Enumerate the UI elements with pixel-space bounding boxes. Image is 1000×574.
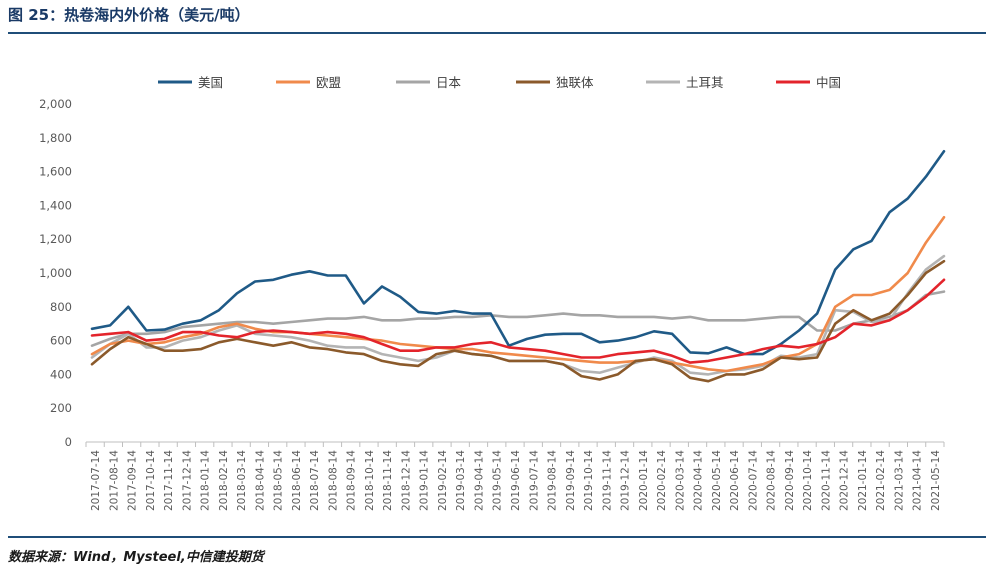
x-tick-label: 2018-10-14 — [364, 450, 376, 511]
x-tick-label: 2020-04-14 — [693, 450, 705, 511]
x-tick-label: 2021-05-14 — [930, 450, 942, 511]
x-tick-label: 2018-04-14 — [254, 450, 266, 511]
x-tick-label: 2019-08-14 — [547, 450, 559, 511]
x-tick-label: 2017-08-14 — [108, 450, 120, 511]
x-tick-label: 2020-07-14 — [747, 450, 759, 511]
legend: 美国 欧盟 日本 独联体 土耳其 中国 — [158, 75, 841, 90]
y-tick-label: 1,400 — [39, 198, 72, 212]
x-tick-label: 2020-03-14 — [674, 450, 686, 511]
x-tick-label: 2019-12-14 — [620, 450, 632, 511]
x-tick-label: 2017-10-14 — [145, 450, 157, 511]
x-tick-label: 2018-11-14 — [382, 450, 394, 511]
series-line-1 — [90, 215, 946, 373]
x-tick-label: 2017-12-14 — [181, 450, 193, 511]
x-tick-label: 2019-06-14 — [510, 450, 522, 511]
x-tick-label: 2018-05-14 — [273, 450, 285, 511]
page-title: 图 25：热卷海内外价格（美元/吨） — [8, 6, 250, 24]
x-tick-label: 2018-12-14 — [400, 450, 412, 511]
series-line-2 — [90, 290, 946, 348]
legend-label: 日本 — [436, 75, 462, 90]
x-tick-label: 2020-10-14 — [802, 450, 814, 511]
x-tick-label: 2018-07-14 — [309, 450, 321, 511]
legend-label: 独联体 — [556, 75, 594, 90]
x-tick-label: 2017-09-14 — [127, 450, 139, 511]
x-tick-label: 2020-08-14 — [766, 450, 778, 511]
x-tick-label: 2017-11-14 — [163, 450, 175, 511]
x-tick-label: 2018-01-14 — [200, 450, 212, 511]
y-tick-label: 1,800 — [39, 131, 72, 145]
x-tick-label: 2021-04-14 — [912, 450, 924, 511]
legend-label: 中国 — [816, 75, 841, 90]
x-axis: 2017-07-14 2017-08-14 2017-09-14 2017-10-14… — [85, 441, 945, 511]
x-tick-label: 2020-02-14 — [656, 450, 668, 511]
x-tick-label: 2019-07-14 — [528, 450, 540, 511]
y-tick-label: 400 — [50, 367, 72, 381]
series-line-3 — [90, 259, 946, 383]
x-tick-label: 2019-04-14 — [473, 450, 485, 511]
x-tick-label: 2019-02-14 — [437, 450, 449, 511]
x-tick-label: 2019-10-14 — [583, 450, 595, 511]
x-tick-label: 2020-06-14 — [729, 450, 741, 511]
legend-label: 美国 — [198, 75, 223, 90]
y-tick-label: 1,600 — [39, 165, 72, 179]
x-tick-label: 2019-11-14 — [601, 450, 613, 511]
x-tick-label: 2019-05-14 — [492, 450, 504, 511]
x-tick-label: 2020-12-14 — [839, 450, 851, 511]
footer-divider — [8, 536, 986, 538]
x-tick-label: 2017-07-14 — [90, 450, 102, 511]
x-tick-label: 2021-03-14 — [893, 450, 905, 511]
title-divider — [8, 32, 986, 34]
x-tick-label: 2018-03-14 — [236, 450, 248, 511]
y-axis: 0 200 400 600 800 1,000 1,200 1,400 1,600 1,800 2,… — [39, 97, 72, 449]
legend-label: 土耳其 — [686, 75, 724, 90]
y-tick-label: 600 — [50, 334, 72, 348]
x-tick-label: 2020-01-14 — [638, 450, 650, 511]
x-tick-label: 2021-01-14 — [857, 450, 869, 511]
x-tick-label: 2018-02-14 — [218, 450, 230, 511]
x-tick-label: 2020-09-14 — [784, 450, 796, 511]
y-tick-label: 800 — [50, 300, 72, 314]
series-line-5 — [90, 278, 946, 364]
x-tick-label: 2020-11-14 — [820, 450, 832, 511]
source-note: 数据来源：Wind，Mysteel,中信建投期货 — [8, 550, 264, 565]
series-line-0 — [90, 150, 946, 356]
x-tick-label: 2018-06-14 — [291, 450, 303, 511]
y-tick-label: 0 — [65, 435, 72, 449]
y-tick-label: 200 — [50, 401, 72, 415]
x-tick-label: 2019-09-14 — [565, 450, 577, 511]
x-tick-label: 2018-08-14 — [327, 450, 339, 511]
y-tick-label: 1,000 — [39, 266, 72, 280]
series-lines — [90, 150, 946, 383]
x-tick-label: 2021-02-14 — [875, 450, 887, 511]
x-tick-label: 2020-05-14 — [711, 450, 723, 511]
x-tick-label: 2018-09-14 — [346, 450, 358, 511]
x-tick-label: 2019-03-14 — [455, 450, 467, 511]
y-tick-label: 2,000 — [39, 97, 72, 111]
y-tick-label: 1,200 — [39, 232, 72, 246]
legend-label: 欧盟 — [316, 75, 341, 90]
x-tick-label: 2019-01-14 — [419, 450, 431, 511]
